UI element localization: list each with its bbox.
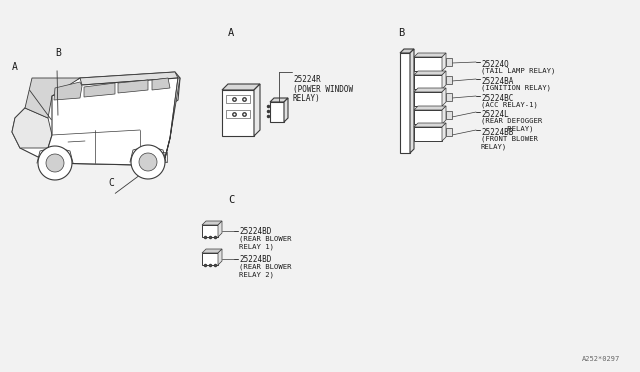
Text: A: A xyxy=(12,62,18,72)
Text: (IGNITION RELAY): (IGNITION RELAY) xyxy=(481,84,551,90)
Polygon shape xyxy=(131,145,165,179)
Text: B: B xyxy=(398,28,404,38)
Polygon shape xyxy=(165,78,180,158)
Polygon shape xyxy=(414,123,446,127)
Bar xyxy=(142,152,167,162)
Text: A252*0297: A252*0297 xyxy=(582,356,620,362)
Polygon shape xyxy=(48,78,178,165)
Polygon shape xyxy=(202,253,218,265)
Text: (REAR BLOWER: (REAR BLOWER xyxy=(239,263,291,269)
Bar xyxy=(446,58,452,66)
Polygon shape xyxy=(202,225,218,237)
Polygon shape xyxy=(414,110,442,124)
Polygon shape xyxy=(12,108,52,148)
Bar xyxy=(226,110,250,118)
Polygon shape xyxy=(84,83,115,97)
Bar xyxy=(154,155,160,161)
Polygon shape xyxy=(442,88,446,106)
Bar xyxy=(226,95,250,103)
Polygon shape xyxy=(442,71,446,89)
Text: A: A xyxy=(228,28,234,38)
Text: (REAR BLOWER: (REAR BLOWER xyxy=(239,235,291,241)
Text: RELAY): RELAY) xyxy=(481,143,508,150)
Polygon shape xyxy=(218,221,222,237)
Text: (FRONT BLOWER: (FRONT BLOWER xyxy=(481,135,538,141)
Polygon shape xyxy=(414,71,446,75)
Text: 25224R: 25224R xyxy=(293,75,321,84)
Polygon shape xyxy=(414,75,442,89)
Polygon shape xyxy=(202,221,222,225)
Polygon shape xyxy=(270,102,284,122)
Polygon shape xyxy=(80,72,178,85)
Polygon shape xyxy=(118,80,148,93)
Text: 25224Q: 25224Q xyxy=(481,60,509,69)
Polygon shape xyxy=(38,146,72,180)
Polygon shape xyxy=(400,53,410,153)
Polygon shape xyxy=(414,88,446,92)
Text: 25224BC: 25224BC xyxy=(481,94,513,103)
Polygon shape xyxy=(414,127,442,141)
Polygon shape xyxy=(414,106,446,110)
Text: RELAY 1): RELAY 1) xyxy=(239,243,274,250)
Polygon shape xyxy=(414,57,442,71)
Polygon shape xyxy=(12,72,180,165)
Text: RELAY): RELAY) xyxy=(481,125,534,131)
Text: RELAY): RELAY) xyxy=(293,94,321,103)
Polygon shape xyxy=(139,153,157,171)
Polygon shape xyxy=(25,78,80,118)
Text: B: B xyxy=(55,48,61,58)
Bar xyxy=(446,93,452,101)
Polygon shape xyxy=(410,49,414,153)
Text: (TAIL LAMP RELAY): (TAIL LAMP RELAY) xyxy=(481,67,556,74)
Bar xyxy=(446,76,452,84)
Text: C: C xyxy=(228,195,234,205)
Polygon shape xyxy=(222,84,260,90)
Text: RELAY 2): RELAY 2) xyxy=(239,271,274,278)
Text: 25224BA: 25224BA xyxy=(481,77,513,86)
Text: (REAR DEFOGGER: (REAR DEFOGGER xyxy=(481,117,542,124)
Polygon shape xyxy=(254,84,260,136)
Polygon shape xyxy=(54,82,82,100)
Polygon shape xyxy=(202,249,222,253)
Polygon shape xyxy=(442,53,446,71)
Polygon shape xyxy=(442,106,446,124)
Text: (POWER WINDOW: (POWER WINDOW xyxy=(293,85,353,94)
Polygon shape xyxy=(218,249,222,265)
Polygon shape xyxy=(46,154,64,172)
Bar xyxy=(446,128,452,136)
Polygon shape xyxy=(222,90,254,136)
Text: C: C xyxy=(108,178,114,188)
Polygon shape xyxy=(414,92,442,106)
Polygon shape xyxy=(152,78,170,90)
Text: 25224BB: 25224BB xyxy=(481,128,513,137)
Text: 25224BD: 25224BD xyxy=(239,227,271,236)
Polygon shape xyxy=(400,49,414,53)
Bar xyxy=(145,155,151,161)
Text: 25224L: 25224L xyxy=(481,110,509,119)
Polygon shape xyxy=(270,98,288,102)
Polygon shape xyxy=(414,53,446,57)
Polygon shape xyxy=(442,123,446,141)
Bar xyxy=(446,111,452,119)
Text: 25224BD: 25224BD xyxy=(239,255,271,264)
Text: (ACC RELAY-1): (ACC RELAY-1) xyxy=(481,101,538,108)
Polygon shape xyxy=(284,98,288,122)
